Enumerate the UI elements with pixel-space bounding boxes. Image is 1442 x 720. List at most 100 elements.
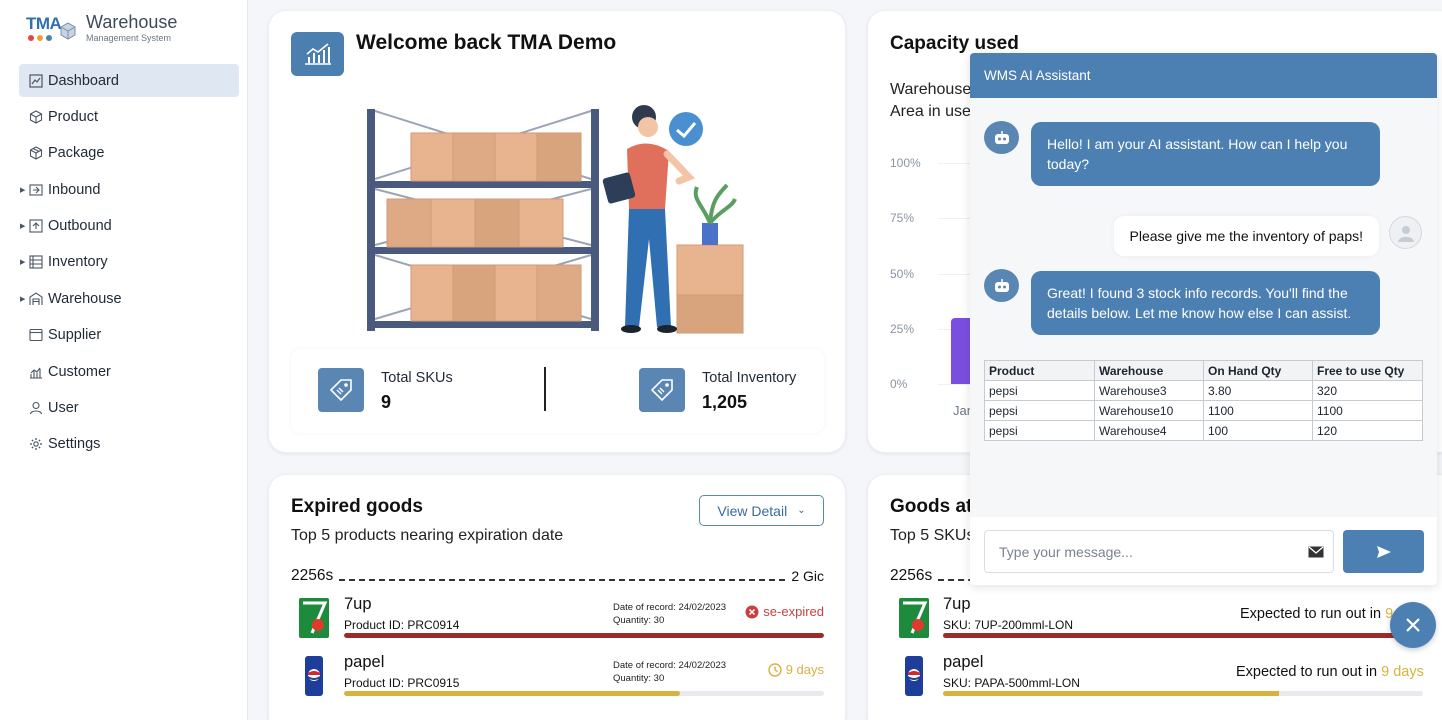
inventory-table: Product Warehouse On Hand Qty Free to us… <box>984 360 1423 441</box>
item-name: 7up <box>344 595 372 613</box>
range-end: 2 Gic <box>791 568 824 584</box>
user-icon <box>29 401 43 415</box>
table-header-cell: Warehouse <box>1094 360 1204 381</box>
item-sku: SKU: PAPA-500mml-LON <box>943 676 1080 690</box>
table-header-cell: Product <box>984 360 1095 381</box>
sidebar-item-label: Supplier <box>48 327 102 344</box>
table-cell: 1100 <box>1312 400 1423 421</box>
sidebar-item-label: Inbound <box>48 181 101 198</box>
mail-icon[interactable] <box>1308 546 1324 558</box>
bot-message: Hello! I am your AI assistant. How can I… <box>1031 122 1380 186</box>
sidebar-item-inventory[interactable]: ▶ Inventory <box>19 246 239 279</box>
stats-divider <box>544 367 546 411</box>
sidebar-item-settings[interactable]: Settings <box>19 428 239 461</box>
dashed-divider <box>339 571 786 581</box>
close-chat-button[interactable] <box>1390 602 1436 648</box>
outbound-icon <box>29 219 43 233</box>
send-icon <box>1376 545 1391 558</box>
capacity-title: Capacity used <box>890 33 1019 54</box>
logo-mark-text: TMA <box>26 14 62 33</box>
expand-caret-icon: ▶ <box>20 259 26 267</box>
range-start: 2256s <box>890 567 933 584</box>
item-progress-track <box>344 691 824 696</box>
sidebar-item-label: Warehouse <box>48 290 122 307</box>
table-cell: Warehouse4 <box>1094 420 1204 441</box>
item-expected: Expected to run out in 9 days <box>1236 664 1424 680</box>
item-progress-fill <box>943 691 1279 696</box>
item-progress-fill <box>344 633 824 638</box>
total-inventory-label: Total Inventory <box>702 370 797 386</box>
item-sku: SKU: 7UP-200mml-LON <box>943 618 1074 632</box>
total-skus-label: Total SKUs <box>381 370 453 386</box>
item-progress-fill <box>943 633 1423 638</box>
item-meta: Date of record: 24/02/2023 Quantity: 30 <box>613 659 726 685</box>
table-row: pepsi Warehouse3 3.80 320 <box>984 380 1423 401</box>
tag-icon <box>639 368 685 412</box>
item-name: papel <box>344 653 385 671</box>
table-cell: Warehouse10 <box>1094 400 1204 421</box>
range-start: 2256s <box>291 567 334 584</box>
chevron-down-icon: ⌄ <box>797 505 806 516</box>
package-icon <box>29 146 43 160</box>
item-progress-track <box>943 633 1423 638</box>
sidebar-item-product[interactable]: Product <box>19 100 239 133</box>
customer-icon <box>29 365 43 379</box>
sidebar-item-outbound[interactable]: ▶ Outbound <box>19 210 239 243</box>
item-quantity: Quantity: 30 <box>613 615 665 626</box>
warehouse-illustration <box>367 105 744 334</box>
sidebar-nav: Dashboard Product Package ▶ Inbound ▶ Ou… <box>19 64 239 464</box>
logo-title: Warehouse <box>86 12 178 32</box>
sidebar-item-user[interactable]: User <box>19 392 239 425</box>
chat-title: WMS AI Assistant <box>984 68 1091 83</box>
logo-dot-icon <box>28 35 34 41</box>
y-tick-label: 100% <box>890 156 921 170</box>
table-cell: pepsi <box>984 380 1095 401</box>
expired-subtitle: Top 5 products nearing expiration date <box>291 527 564 544</box>
pepsi-can-icon <box>305 656 323 696</box>
table-cell: 320 <box>1312 380 1423 401</box>
sidebar-item-package[interactable]: Package <box>19 137 239 170</box>
goods-item[interactable]: papel SKU: PAPA-500mml-LON Expected to r… <box>890 653 1424 703</box>
sevenup-can-icon <box>899 598 929 638</box>
item-meta: Date of record: 24/02/2023 Quantity: 30 <box>613 601 726 627</box>
app-logo[interactable]: TMA Warehouse Management System <box>26 12 177 44</box>
dashboard-icon <box>29 73 43 88</box>
sidebar-item-inbound[interactable]: ▶ Inbound <box>19 173 239 206</box>
expand-caret-icon: ▶ <box>20 186 26 194</box>
logo-dot-icon <box>37 35 43 41</box>
send-button[interactable] <box>1343 530 1424 573</box>
item-product-id: Product ID: PRC0914 <box>344 618 460 632</box>
sidebar-item-customer[interactable]: Customer <box>19 355 239 388</box>
total-skus-value: 9 <box>381 392 392 412</box>
sidebar-item-warehouse[interactable]: ▶ Warehouse <box>19 282 239 315</box>
item-expected: Expected to run out in 9 <box>1240 606 1393 622</box>
warehouse-icon <box>29 292 43 306</box>
sidebar-item-dashboard[interactable]: Dashboard <box>19 64 239 97</box>
supplier-icon <box>29 328 43 342</box>
error-circle-icon <box>745 605 759 618</box>
sidebar-item-label: Inventory <box>48 254 108 271</box>
expired-item[interactable]: 7up Product ID: PRC0914 Date of record: … <box>291 595 824 645</box>
table-cell: Warehouse3 <box>1094 380 1204 401</box>
chat-message-input[interactable] <box>984 530 1334 573</box>
goods-title: Goods at <box>890 496 973 517</box>
stats-panel: Total SKUs 9 Total Inventory 1,205 <box>291 349 824 433</box>
view-detail-button[interactable]: View Detail ⌄ <box>699 495 824 526</box>
item-progress-track <box>943 691 1423 696</box>
item-expected-days: 9 <box>1385 606 1394 622</box>
expired-item[interactable]: papel Product ID: PRC0915 Date of record… <box>291 653 824 703</box>
bot-avatar-icon <box>984 269 1019 302</box>
item-status-text: 9 days <box>785 662 824 677</box>
expired-range-row: 2256s 2 Gic <box>291 566 824 586</box>
logo-dot-icon <box>46 35 52 41</box>
gear-icon <box>29 437 43 451</box>
item-quantity: Quantity: 30 <box>613 673 665 684</box>
pepsi-can-icon <box>905 656 923 696</box>
item-progress-track <box>344 633 824 638</box>
logo-mark: TMA <box>26 12 78 44</box>
bot-avatar-icon <box>984 121 1019 154</box>
sidebar-item-supplier[interactable]: Supplier <box>19 319 239 352</box>
expired-goods-card: Expired goods Top 5 products nearing exp… <box>268 474 846 720</box>
goods-item[interactable]: 7up SKU: 7UP-200mml-LON Expected to run … <box>890 595 1423 645</box>
table-cell: 1100 <box>1203 400 1313 421</box>
